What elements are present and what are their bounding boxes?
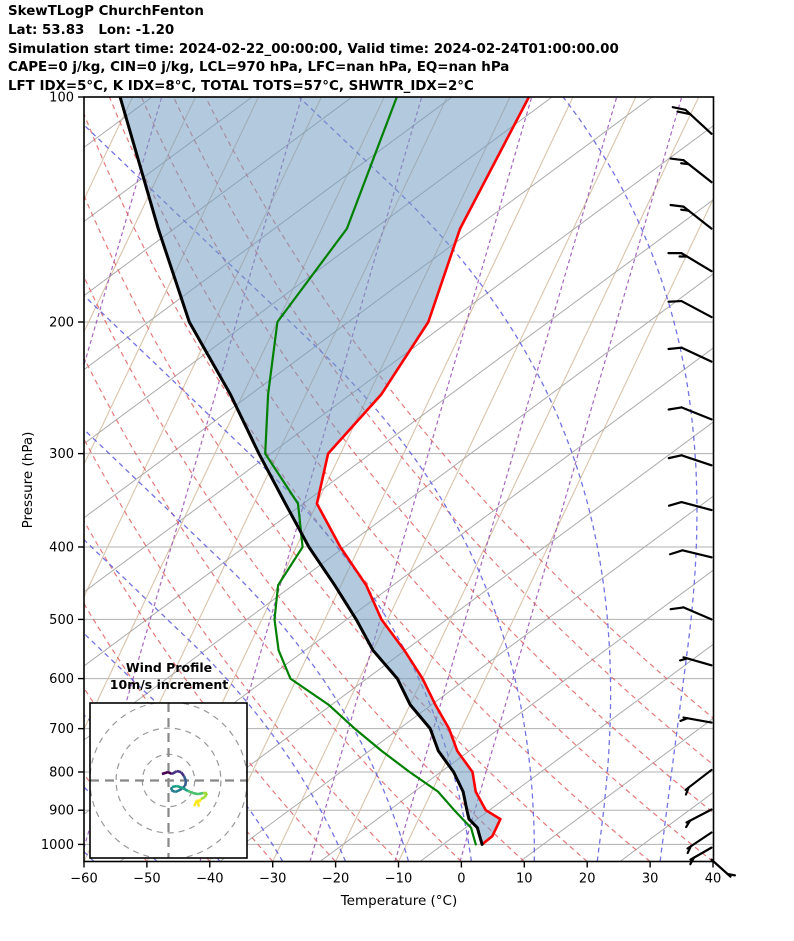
- y-tick-label: 300: [49, 447, 74, 462]
- y-tick-label: 600: [49, 672, 74, 687]
- hodograph-trace-segment: [171, 787, 172, 790]
- hodograph-subtitle: 10m/s increment: [86, 676, 252, 693]
- header-stability-indices: CAPE=0 j/kg, CIN=0 j/kg, LCL=970 hPa, LF…: [8, 59, 619, 78]
- y-tick-label: 400: [49, 540, 74, 555]
- hodograph-trace-segment: [201, 797, 205, 799]
- hodograph-trace-segment: [177, 771, 181, 772]
- hodograph-trace-segment: [193, 793, 198, 794]
- y-axis-label: Pressure (hPa): [20, 425, 36, 535]
- chart-header: SkewTLogP ChurchFenton Lat: 53.83 Lon: -…: [8, 3, 619, 97]
- wind-barb-half-feather: [681, 210, 688, 211]
- header-lifted-indices: LFT IDX=5°C, K IDX=8°C, TOTAL TOTS=57°C,…: [8, 78, 619, 97]
- header-latlon: Lat: 53.83 Lon: -1.20: [8, 22, 619, 41]
- hodograph-trace-segment: [171, 790, 175, 792]
- hodograph-inset: [90, 702, 247, 859]
- x-tick-label: −20: [322, 872, 349, 887]
- x-tick-label: −40: [196, 872, 223, 887]
- x-tick-label: −30: [259, 872, 286, 887]
- hodograph-trace-segment: [185, 781, 186, 786]
- page-title: SkewTLogP ChurchFenton: [8, 3, 619, 22]
- header-times: Simulation start time: 2024-02-22_00:00:…: [8, 41, 619, 60]
- wind-barb-feather: [669, 301, 682, 302]
- y-tick-label: 500: [49, 613, 74, 628]
- y-tick-label: 700: [49, 722, 74, 737]
- hodograph-trace-segment: [172, 786, 177, 787]
- x-tick-label: −50: [133, 872, 160, 887]
- x-axis-label: Temperature (°C): [284, 893, 514, 909]
- wind-barb-feather: [669, 348, 682, 349]
- hodograph-trace-segment: [198, 793, 203, 794]
- wind-barb-half-feather: [728, 874, 735, 875]
- hodograph-trace-segment: [162, 772, 168, 774]
- hodograph-trace-segment: [168, 772, 172, 774]
- x-tick-label: 10: [516, 872, 533, 887]
- x-tick-label: 40: [705, 872, 722, 887]
- y-tick-label: 1000: [41, 838, 74, 853]
- y-tick-label: 800: [49, 765, 74, 780]
- x-tick-label: 30: [642, 872, 659, 887]
- y-tick-label: 900: [49, 804, 74, 819]
- hodograph-trace-segment: [205, 793, 207, 797]
- x-tick-label: −10: [385, 872, 412, 887]
- hodograph-title: Wind Profile: [86, 659, 252, 676]
- x-tick-label: 20: [579, 872, 596, 887]
- x-tick-label: −60: [70, 872, 97, 887]
- x-tick-label: 0: [457, 872, 465, 887]
- wind-barb-half-feather: [681, 163, 688, 164]
- y-tick-label: 200: [49, 315, 74, 330]
